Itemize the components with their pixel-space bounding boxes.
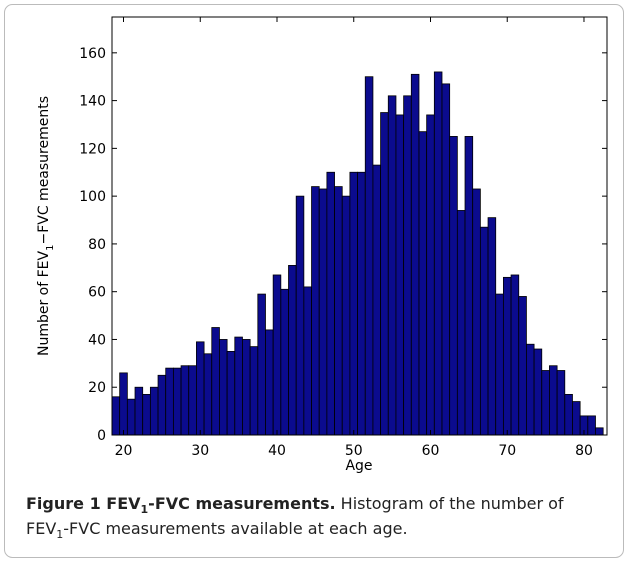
bar <box>441 83 451 436</box>
y-tick-label: 160 <box>79 46 106 62</box>
x-tick-label: 40 <box>268 443 286 459</box>
bar <box>526 343 535 436</box>
bar <box>418 131 428 436</box>
bar <box>126 398 136 436</box>
bar <box>334 186 343 436</box>
caption-label: Figure 1 FEV <box>26 494 141 513</box>
x-tick-label: 60 <box>422 443 440 459</box>
bar <box>196 341 205 436</box>
bar <box>188 365 197 436</box>
bar <box>226 350 236 436</box>
x-axis-label: Age <box>345 458 372 474</box>
bar <box>533 348 543 436</box>
bar <box>502 276 512 436</box>
x-tick-label: 80 <box>575 443 593 459</box>
bar <box>180 365 190 436</box>
y-tick-label: 100 <box>79 189 106 205</box>
y-tick-label: 60 <box>88 285 106 301</box>
bar <box>587 415 596 436</box>
bar <box>364 76 374 436</box>
bar <box>549 365 558 436</box>
x-tick-label: 70 <box>498 443 516 459</box>
bar <box>341 195 351 436</box>
bar <box>572 401 581 436</box>
bar <box>456 210 466 436</box>
caption-text: Histogram of the number of <box>336 494 564 513</box>
bar <box>387 95 397 436</box>
caption-text: FEV <box>26 519 56 538</box>
bar <box>541 370 550 436</box>
bar <box>518 296 527 436</box>
bar <box>288 265 297 436</box>
plot-frame <box>111 16 608 436</box>
y-tick-label: 20 <box>88 380 106 396</box>
bar <box>318 188 328 436</box>
bar <box>357 171 366 436</box>
bar <box>372 164 382 436</box>
x-tick-label: 30 <box>191 443 209 459</box>
bar <box>257 293 266 436</box>
bar <box>134 386 144 436</box>
caption-label: -FVC measurements. <box>148 494 335 513</box>
bar <box>403 95 412 436</box>
y-label-sub: 1 <box>45 245 56 251</box>
bar <box>556 370 566 436</box>
y-axis-label: Number of FEV1−FVC measurements <box>36 96 56 356</box>
bar <box>203 353 213 436</box>
bar <box>249 346 259 436</box>
bar <box>433 71 443 436</box>
bar <box>510 274 520 436</box>
y-label-part: Number of FEV <box>36 250 52 356</box>
bar <box>487 217 497 436</box>
y-tick-label: 120 <box>79 141 106 157</box>
bar <box>149 386 159 436</box>
bar <box>111 396 121 436</box>
x-tick-label: 20 <box>115 443 133 459</box>
bar <box>449 136 458 436</box>
y-tick-label: 140 <box>79 94 106 110</box>
bar <box>464 136 474 436</box>
bar <box>395 114 405 436</box>
bar <box>410 73 420 436</box>
caption-text: -FVC measurements available at each age. <box>63 519 407 538</box>
bar <box>326 171 335 436</box>
y-tick-label: 40 <box>88 332 106 348</box>
bar <box>234 336 243 436</box>
y-tick-label: 80 <box>88 237 106 253</box>
bar <box>165 367 174 436</box>
bar <box>119 372 128 436</box>
bar <box>426 114 435 436</box>
y-label-part: −FVC measurements <box>36 96 52 245</box>
bar <box>595 427 604 436</box>
bar <box>380 112 389 436</box>
caption-line: FEV1-FVC measurements available at each … <box>26 519 408 541</box>
bar <box>303 286 312 436</box>
y-tick-label: 0 <box>97 428 106 444</box>
bar <box>295 195 305 436</box>
bar <box>472 188 481 436</box>
bar <box>219 339 228 436</box>
bar <box>242 339 251 436</box>
bar <box>172 367 182 436</box>
bar <box>265 329 274 436</box>
caption-sub: 1 <box>141 503 149 516</box>
caption-line: Figure 1 FEV1-FVC measurements. Histogra… <box>26 494 564 516</box>
bar <box>211 327 220 436</box>
bar <box>157 374 167 436</box>
bar <box>479 226 489 436</box>
bar <box>495 293 504 436</box>
x-tick-label: 50 <box>345 443 363 459</box>
bar <box>272 274 282 436</box>
caption-sub: 1 <box>56 528 63 541</box>
bar <box>142 393 151 436</box>
bar <box>564 393 573 436</box>
bar <box>311 186 320 436</box>
bar <box>280 288 289 436</box>
bar <box>349 171 358 436</box>
